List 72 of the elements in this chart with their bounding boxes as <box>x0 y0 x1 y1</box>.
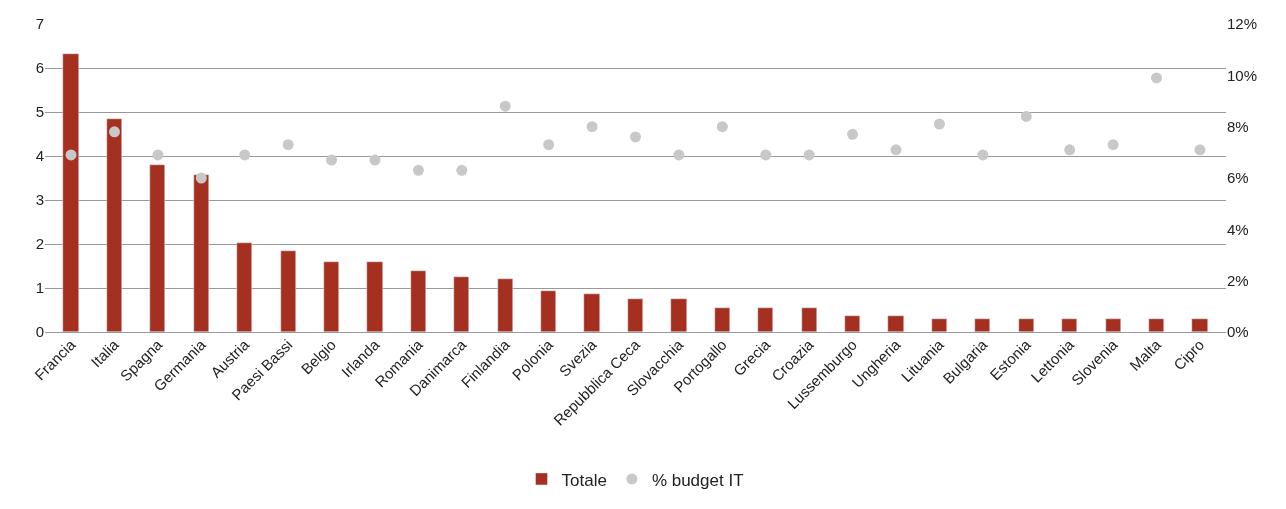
point <box>326 154 338 166</box>
point <box>239 149 251 161</box>
bar <box>149 164 165 332</box>
bar <box>62 53 79 332</box>
bar <box>106 118 122 332</box>
point <box>1064 144 1076 156</box>
point <box>1107 139 1119 151</box>
point <box>1020 110 1032 122</box>
point <box>716 121 728 133</box>
y2-tick-label: 10% <box>1227 66 1258 84</box>
point <box>152 149 164 161</box>
point <box>586 121 598 133</box>
legend-label: % budget IT <box>651 470 744 490</box>
bar <box>714 307 730 332</box>
y-tick-label: 4 <box>35 147 44 165</box>
y2-tick-label: 0% <box>1227 323 1249 341</box>
point <box>282 139 294 151</box>
x-tick-label: Italia <box>87 335 123 371</box>
point <box>369 154 381 166</box>
bar <box>583 293 600 332</box>
y-tick-label: 2 <box>35 235 44 253</box>
y-tick-label: 7 <box>35 15 44 33</box>
bar <box>974 318 990 332</box>
point <box>543 139 555 151</box>
point <box>195 172 207 184</box>
bar <box>410 270 426 332</box>
point <box>1151 72 1163 84</box>
point <box>847 128 859 140</box>
bar <box>757 307 773 332</box>
bar <box>193 174 209 332</box>
point <box>933 118 945 130</box>
y2-tick-label: 4% <box>1227 220 1249 238</box>
bar <box>1018 318 1034 332</box>
y-tick-label: 3 <box>35 191 44 209</box>
point <box>1194 144 1206 156</box>
legend-label: Totale <box>561 470 607 490</box>
bar <box>1105 318 1121 332</box>
point <box>803 149 815 161</box>
bar <box>887 315 904 332</box>
point <box>65 149 77 161</box>
point <box>412 164 424 176</box>
bar <box>323 261 339 332</box>
bar <box>1148 318 1164 332</box>
point <box>630 131 641 143</box>
bar <box>844 315 860 332</box>
y2-tick-label: 6% <box>1227 169 1249 187</box>
bar <box>670 298 687 332</box>
point <box>108 126 120 138</box>
y-tick-label: 5 <box>35 103 44 121</box>
point <box>977 149 989 161</box>
bar <box>366 261 383 332</box>
point <box>890 144 902 156</box>
bar <box>280 250 296 332</box>
bar <box>1191 318 1208 332</box>
point <box>760 149 772 161</box>
bar <box>801 307 817 332</box>
y-tick-label: 6 <box>35 59 44 77</box>
y2-tick-label: 8% <box>1227 117 1249 135</box>
bar <box>540 290 556 332</box>
point <box>499 100 511 112</box>
bar <box>236 242 252 332</box>
point <box>456 164 468 176</box>
y-tick-label: 0 <box>35 323 44 341</box>
y2-tick-label: 12% <box>1227 15 1258 33</box>
bar <box>931 318 947 332</box>
bar <box>497 278 513 332</box>
bar <box>627 298 643 332</box>
bar <box>1061 318 1077 332</box>
bar <box>453 276 469 332</box>
y-tick-label: 1 <box>35 279 44 297</box>
y2-tick-label: 2% <box>1227 271 1249 289</box>
point <box>673 149 685 161</box>
